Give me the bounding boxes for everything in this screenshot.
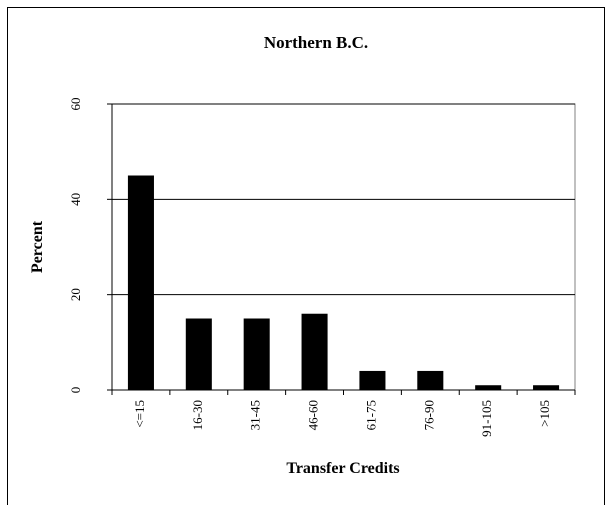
x-tick-label: <=15 (132, 400, 147, 428)
y-tick-label: 0 (68, 387, 83, 394)
y-tick-label: 60 (68, 98, 83, 111)
chart-frame (7, 7, 605, 505)
bar (533, 385, 560, 390)
plot-area (111, 103, 576, 391)
x-tick-label: 61-75 (363, 400, 378, 430)
x-tick-label: >105 (537, 400, 552, 427)
bar (127, 175, 154, 390)
bar (475, 385, 502, 390)
bar (301, 313, 328, 390)
bar (243, 318, 270, 390)
x-tick-label: 31-45 (248, 400, 263, 430)
chart-title: Northern B.C. (264, 33, 368, 52)
y-tick-label: 40 (68, 193, 83, 206)
x-axis-title: Transfer Credits (286, 460, 399, 477)
y-axis-title: Percent (29, 220, 46, 273)
bar (417, 370, 444, 390)
bar (185, 318, 212, 390)
x-tick-label: 76-90 (421, 400, 436, 430)
y-tick-label: 20 (68, 288, 83, 301)
x-tick-label: 16-30 (190, 400, 205, 430)
x-tick-label: 46-60 (306, 400, 321, 430)
x-tick-label: 91-105 (479, 400, 494, 437)
bar (359, 370, 386, 390)
